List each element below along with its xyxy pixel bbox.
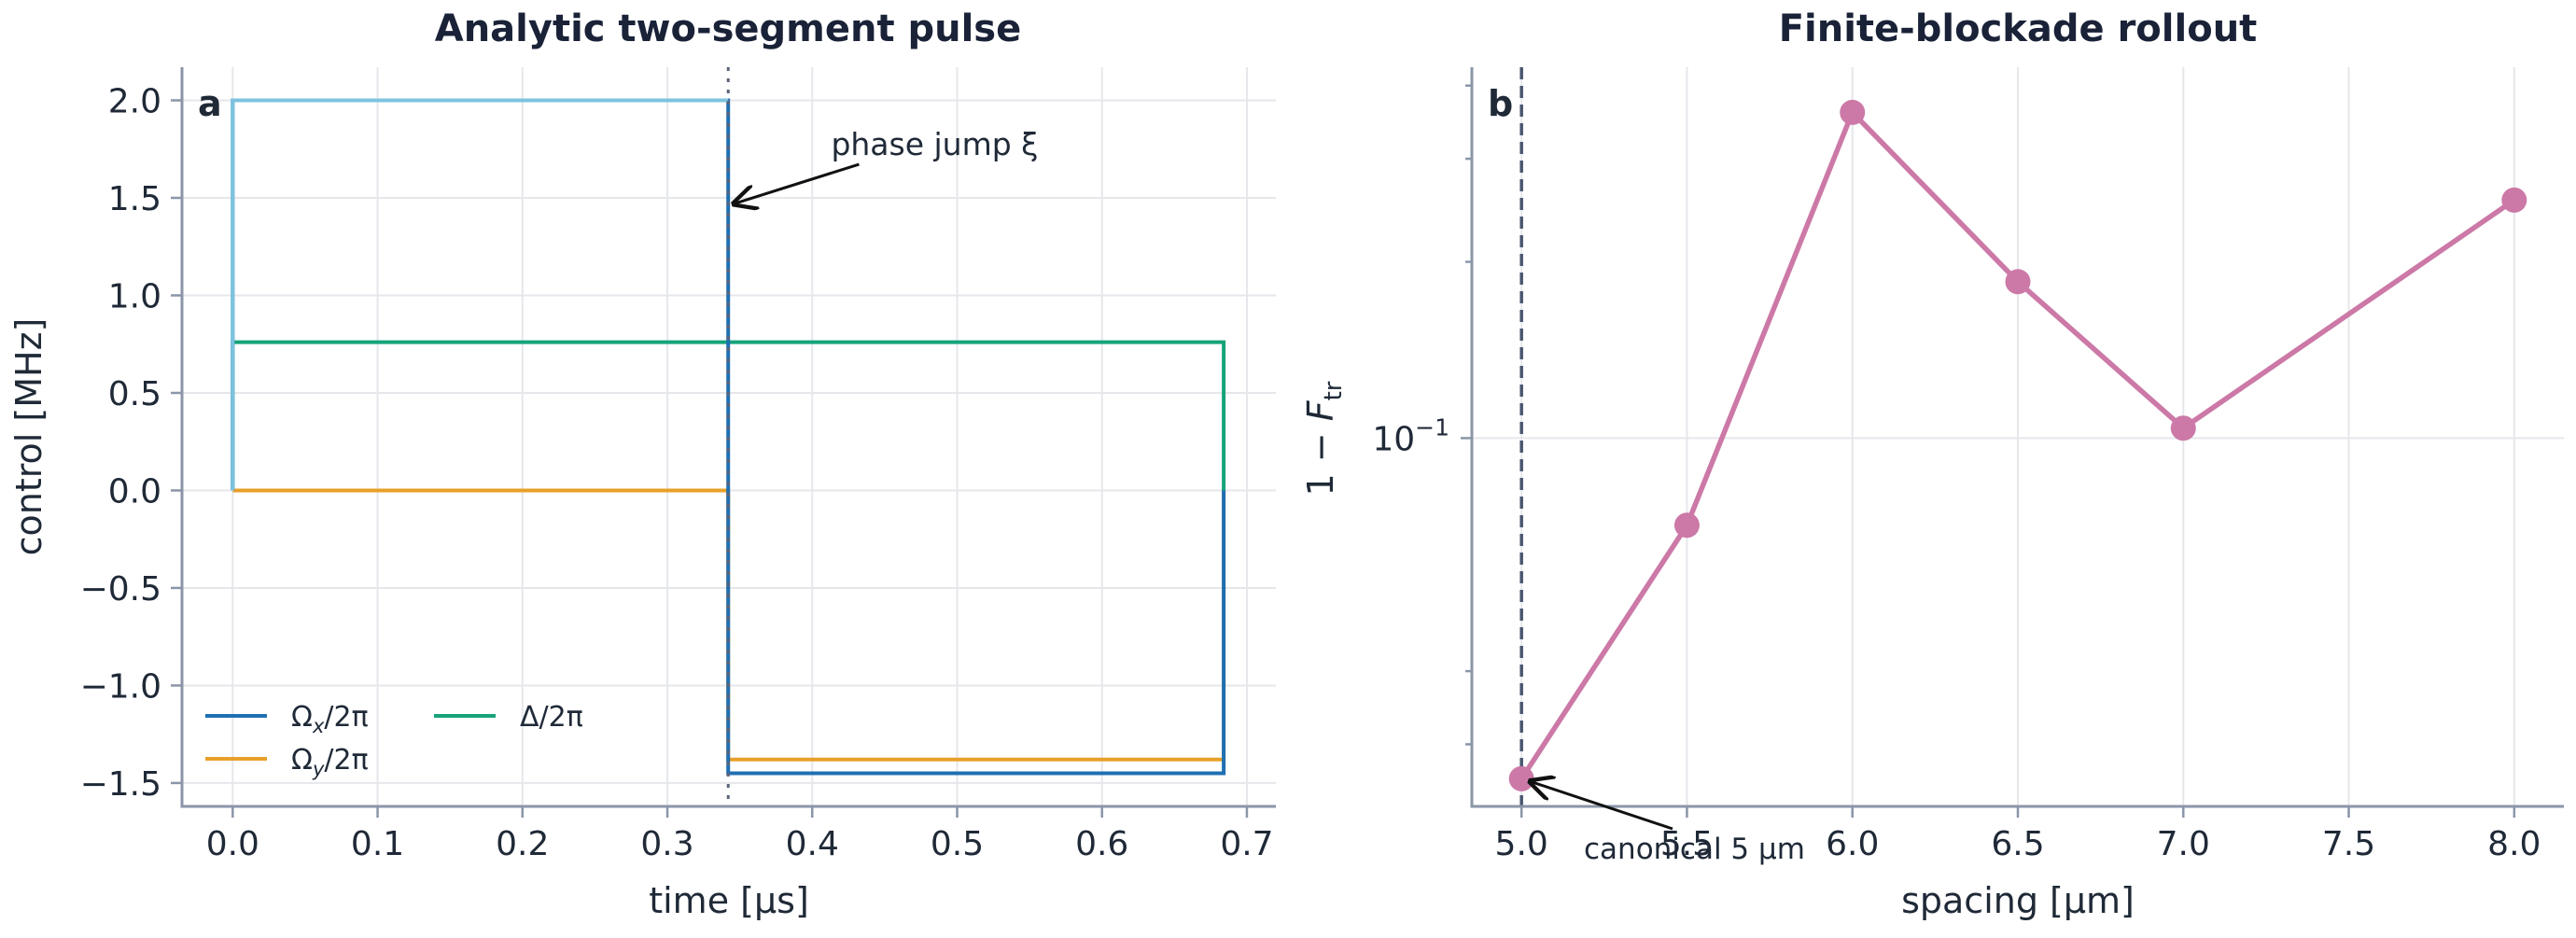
panel-b-data-point	[1673, 512, 1700, 539]
panel-a-pulse-chart: Analytic two-segment pulse 0.0 0.1 0.2 0.3 0…	[8, 7, 1276, 921]
panel-a-x-tick-label: 0.2	[496, 825, 549, 863]
panel-b-annotations: canonical 5 μm	[1531, 781, 1805, 866]
panel-a-letter: a	[198, 83, 222, 124]
panel-a-ticks: 0.0 0.1 0.2 0.3 0.4 0.5 0.6 0.7 2.0 1.5 1.0 0.5 0.0 −…	[80, 83, 1274, 863]
panel-a-y-tick-label: 0.0	[108, 472, 161, 511]
panel-a-x-tick-label: 0.6	[1075, 825, 1128, 863]
panel-a-y-axis-label: control [MHz]	[8, 318, 49, 556]
panel-b-title: Finite-blockade rollout	[1779, 7, 2258, 50]
panel-b-x-axis-label: spacing [μm]	[1901, 880, 2135, 921]
panel-b-x-tick-label: 6.0	[1826, 825, 1879, 863]
panel-a-y-tick-label: −1.0	[80, 667, 161, 706]
legend-label-2: Δ/2π	[520, 701, 583, 734]
panel-a-x-tick-label: 0.1	[351, 825, 404, 863]
panel-b-grid	[1472, 67, 2564, 806]
panel-a-y-tick-label: −0.5	[80, 570, 161, 609]
panel-b-series-line	[1519, 109, 2516, 780]
panel-a-y-tick-label: 0.5	[108, 375, 161, 413]
panel-a-annotations: phase jump ξ	[734, 126, 1039, 203]
panel-a-legend: Ωx/2π Ωy/2π Δ/2π	[205, 701, 583, 780]
panel-b-x-tick-label: 8.0	[2487, 825, 2541, 863]
panel-a-y-tick-label: −1.5	[80, 765, 161, 804]
panel-a-x-tick-label: 0.5	[931, 825, 984, 863]
canonical-arrow	[1531, 781, 1673, 831]
panel-a-x-tick-label: 0.7	[1220, 825, 1273, 863]
panel-a-title: Analytic two-segment pulse	[435, 7, 1022, 50]
panel-b-data-point	[2501, 187, 2527, 213]
panel-a-x-tick-label: 0.3	[640, 825, 693, 863]
phase-jump-arrow	[734, 162, 860, 203]
panel-a-x-tick-label: 0.0	[206, 825, 259, 863]
canonical-label: canonical 5 μm	[1584, 833, 1805, 866]
panel-b-series	[1508, 99, 2527, 791]
panel-b-x-tick-label: 5.5	[1660, 825, 1714, 863]
panel-b-data-point	[1840, 99, 1866, 125]
panel-b-x-tick-label: 7.0	[2157, 825, 2210, 863]
panel-b-x-tick-label: 6.5	[1991, 825, 2044, 863]
panel-b-letter: b	[1488, 83, 1513, 124]
panel-a-axes-spines	[180, 67, 1276, 808]
panel-a-x-axis-label: time [μs]	[649, 880, 809, 921]
panel-b-data-point	[2170, 415, 2196, 441]
panel-b-y-axis-label: 1 − Ftr	[1300, 381, 1348, 496]
panel-a-y-tick-label: 1.5	[108, 180, 161, 218]
panel-b-axes-spines	[1470, 67, 2564, 808]
legend-label-1: Ωy/2π	[291, 744, 369, 780]
panel-a-y-tick-label: 1.0	[108, 277, 161, 315]
panel-b-data-point	[2005, 269, 2031, 295]
panel-b-rollout-chart: Finite-blockade rollout 5.0 5.5 6.0 6.5 7.0 7…	[1300, 7, 2564, 921]
panel-b-data-point	[1508, 765, 1534, 791]
panel-b-ticks: 5.0 5.5 6.0 6.5 7.0 7.5 8.0 10−1	[1372, 84, 2541, 863]
phase-jump-label: phase jump ξ	[831, 126, 1038, 162]
panel-a-series-line-3	[231, 98, 729, 491]
legend-label-0: Ωx/2π	[291, 701, 369, 737]
panel-b-x-tick-label: 5.0	[1495, 825, 1548, 863]
panel-a-y-tick-label: 2.0	[108, 83, 161, 121]
panel-b-x-tick-label: 7.5	[2322, 825, 2375, 863]
panel-a-x-tick-label: 0.4	[786, 825, 839, 863]
panel-b-y-tick-label: 10−1	[1372, 413, 1449, 458]
